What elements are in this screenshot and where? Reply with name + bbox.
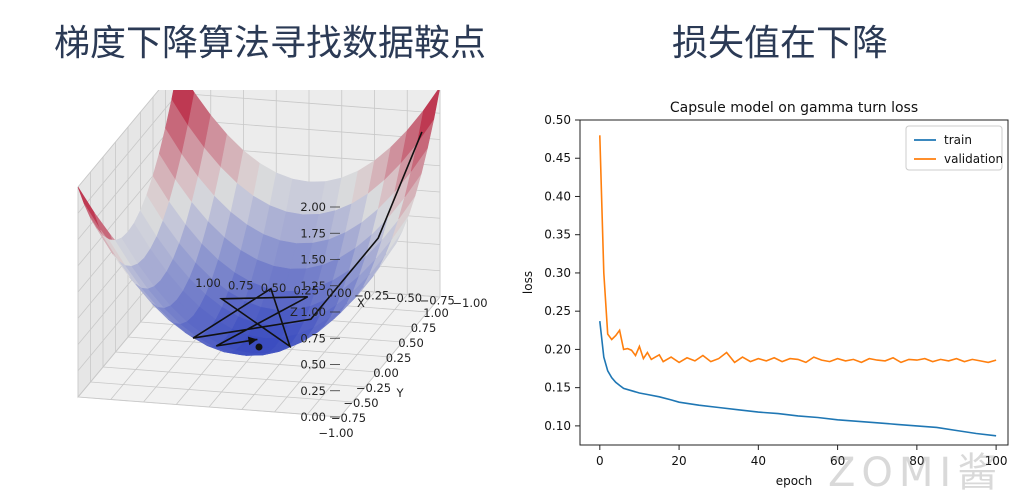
y-tick-label: 0.75: [411, 321, 437, 335]
y-tick-label: 0.25: [544, 304, 571, 318]
y-tick-label: 0.35: [544, 228, 571, 242]
y-tick-label: 0.25: [386, 351, 412, 365]
descent-arrowhead: [247, 336, 258, 346]
x-tick-label: 80: [909, 454, 924, 468]
z-tick-label: 0.50: [300, 358, 326, 372]
x-tick-label: −1.00: [452, 296, 487, 310]
z-tick-label: 2.00: [300, 200, 326, 214]
z-tick-label: 0.00: [300, 410, 326, 424]
x-tick-label: 1.00: [195, 276, 221, 290]
y-tick-label: −0.25: [356, 381, 391, 395]
x-tick-label: 0.50: [261, 281, 287, 295]
chart-title: Capsule model on gamma turn loss: [670, 100, 918, 116]
y-tick-label: 0.00: [373, 366, 399, 380]
y-axis-label: loss: [521, 271, 535, 294]
z-tick-label: 0.75: [300, 331, 326, 345]
z-axis-label: Z: [290, 305, 298, 319]
series-line-validation: [599, 135, 997, 364]
back-grid-z: [177, 92, 441, 114]
y-tick-label: 1.00: [423, 306, 449, 320]
back-grid-z: [177, 119, 441, 140]
x-tick-label: 100: [985, 454, 1008, 468]
y-tick-label: 0.50: [398, 336, 424, 350]
x-tick-label: −0.50: [387, 291, 422, 305]
side-grid-z: [77, 90, 160, 188]
x-tick-label: 0: [596, 454, 604, 468]
y-tick-label: −1.00: [318, 426, 353, 440]
minimum-point: [255, 343, 263, 351]
y-tick-label: 0.30: [544, 266, 571, 280]
surface-3d-chart: 0.000.250.500.751.001.251.501.752.001.00…: [76, 90, 488, 440]
surface-cell: [417, 90, 440, 143]
series-line-train: [599, 321, 997, 437]
legend-label-train: train: [944, 133, 972, 147]
right-heading: 损失值在下降: [672, 23, 889, 64]
x-tick-label: 20: [671, 454, 686, 468]
side-grid-z: [77, 92, 179, 214]
z-tick-label: 1.25: [300, 279, 326, 293]
x-tick-label: −0.75: [420, 294, 455, 308]
x-axis-label: epoch: [776, 474, 813, 488]
x-axis-label: X: [357, 296, 365, 310]
y-tick-label: −0.75: [331, 411, 366, 425]
x-tick-label: 0.25: [293, 284, 319, 298]
y-tick-label: 0.40: [544, 189, 571, 203]
x-tick-label: 40: [751, 454, 766, 468]
surface: [77, 90, 440, 356]
legend-label-validation: validation: [944, 152, 1003, 166]
y-tick-label: 0.10: [544, 419, 571, 433]
y-axis-label: Y: [395, 386, 404, 400]
plot-area: [579, 119, 1009, 446]
tick-labels: 0.000.250.500.751.001.251.501.752.001.00…: [195, 200, 487, 440]
x-tick-label: 0.75: [228, 279, 254, 293]
y-tick-label: 0.20: [544, 342, 571, 356]
z-tick-label: 1.50: [300, 253, 326, 267]
descent-path: [192, 131, 423, 349]
y-tick-label: 0.50: [544, 113, 571, 127]
y-tick-label: −0.50: [343, 396, 378, 410]
z-tick-label: 1.75: [300, 226, 326, 240]
y-tick-label: 0.45: [544, 151, 571, 165]
x-tick-label: 0.00: [326, 286, 352, 300]
left-heading: 梯度下降算法寻找数据鞍点: [54, 23, 487, 64]
z-tick-label: 0.25: [300, 384, 326, 398]
y-tick-label: 0.15: [544, 381, 571, 395]
x-tick-label: −0.25: [354, 289, 389, 303]
x-tick-label: 60: [830, 454, 845, 468]
loss-line-chart: Capsule model on gamma turn loss 0.10 0.15…: [521, 100, 1009, 488]
watermark: ZOMI酱: [828, 450, 1004, 496]
z-tick-label: 1.00: [300, 305, 326, 319]
